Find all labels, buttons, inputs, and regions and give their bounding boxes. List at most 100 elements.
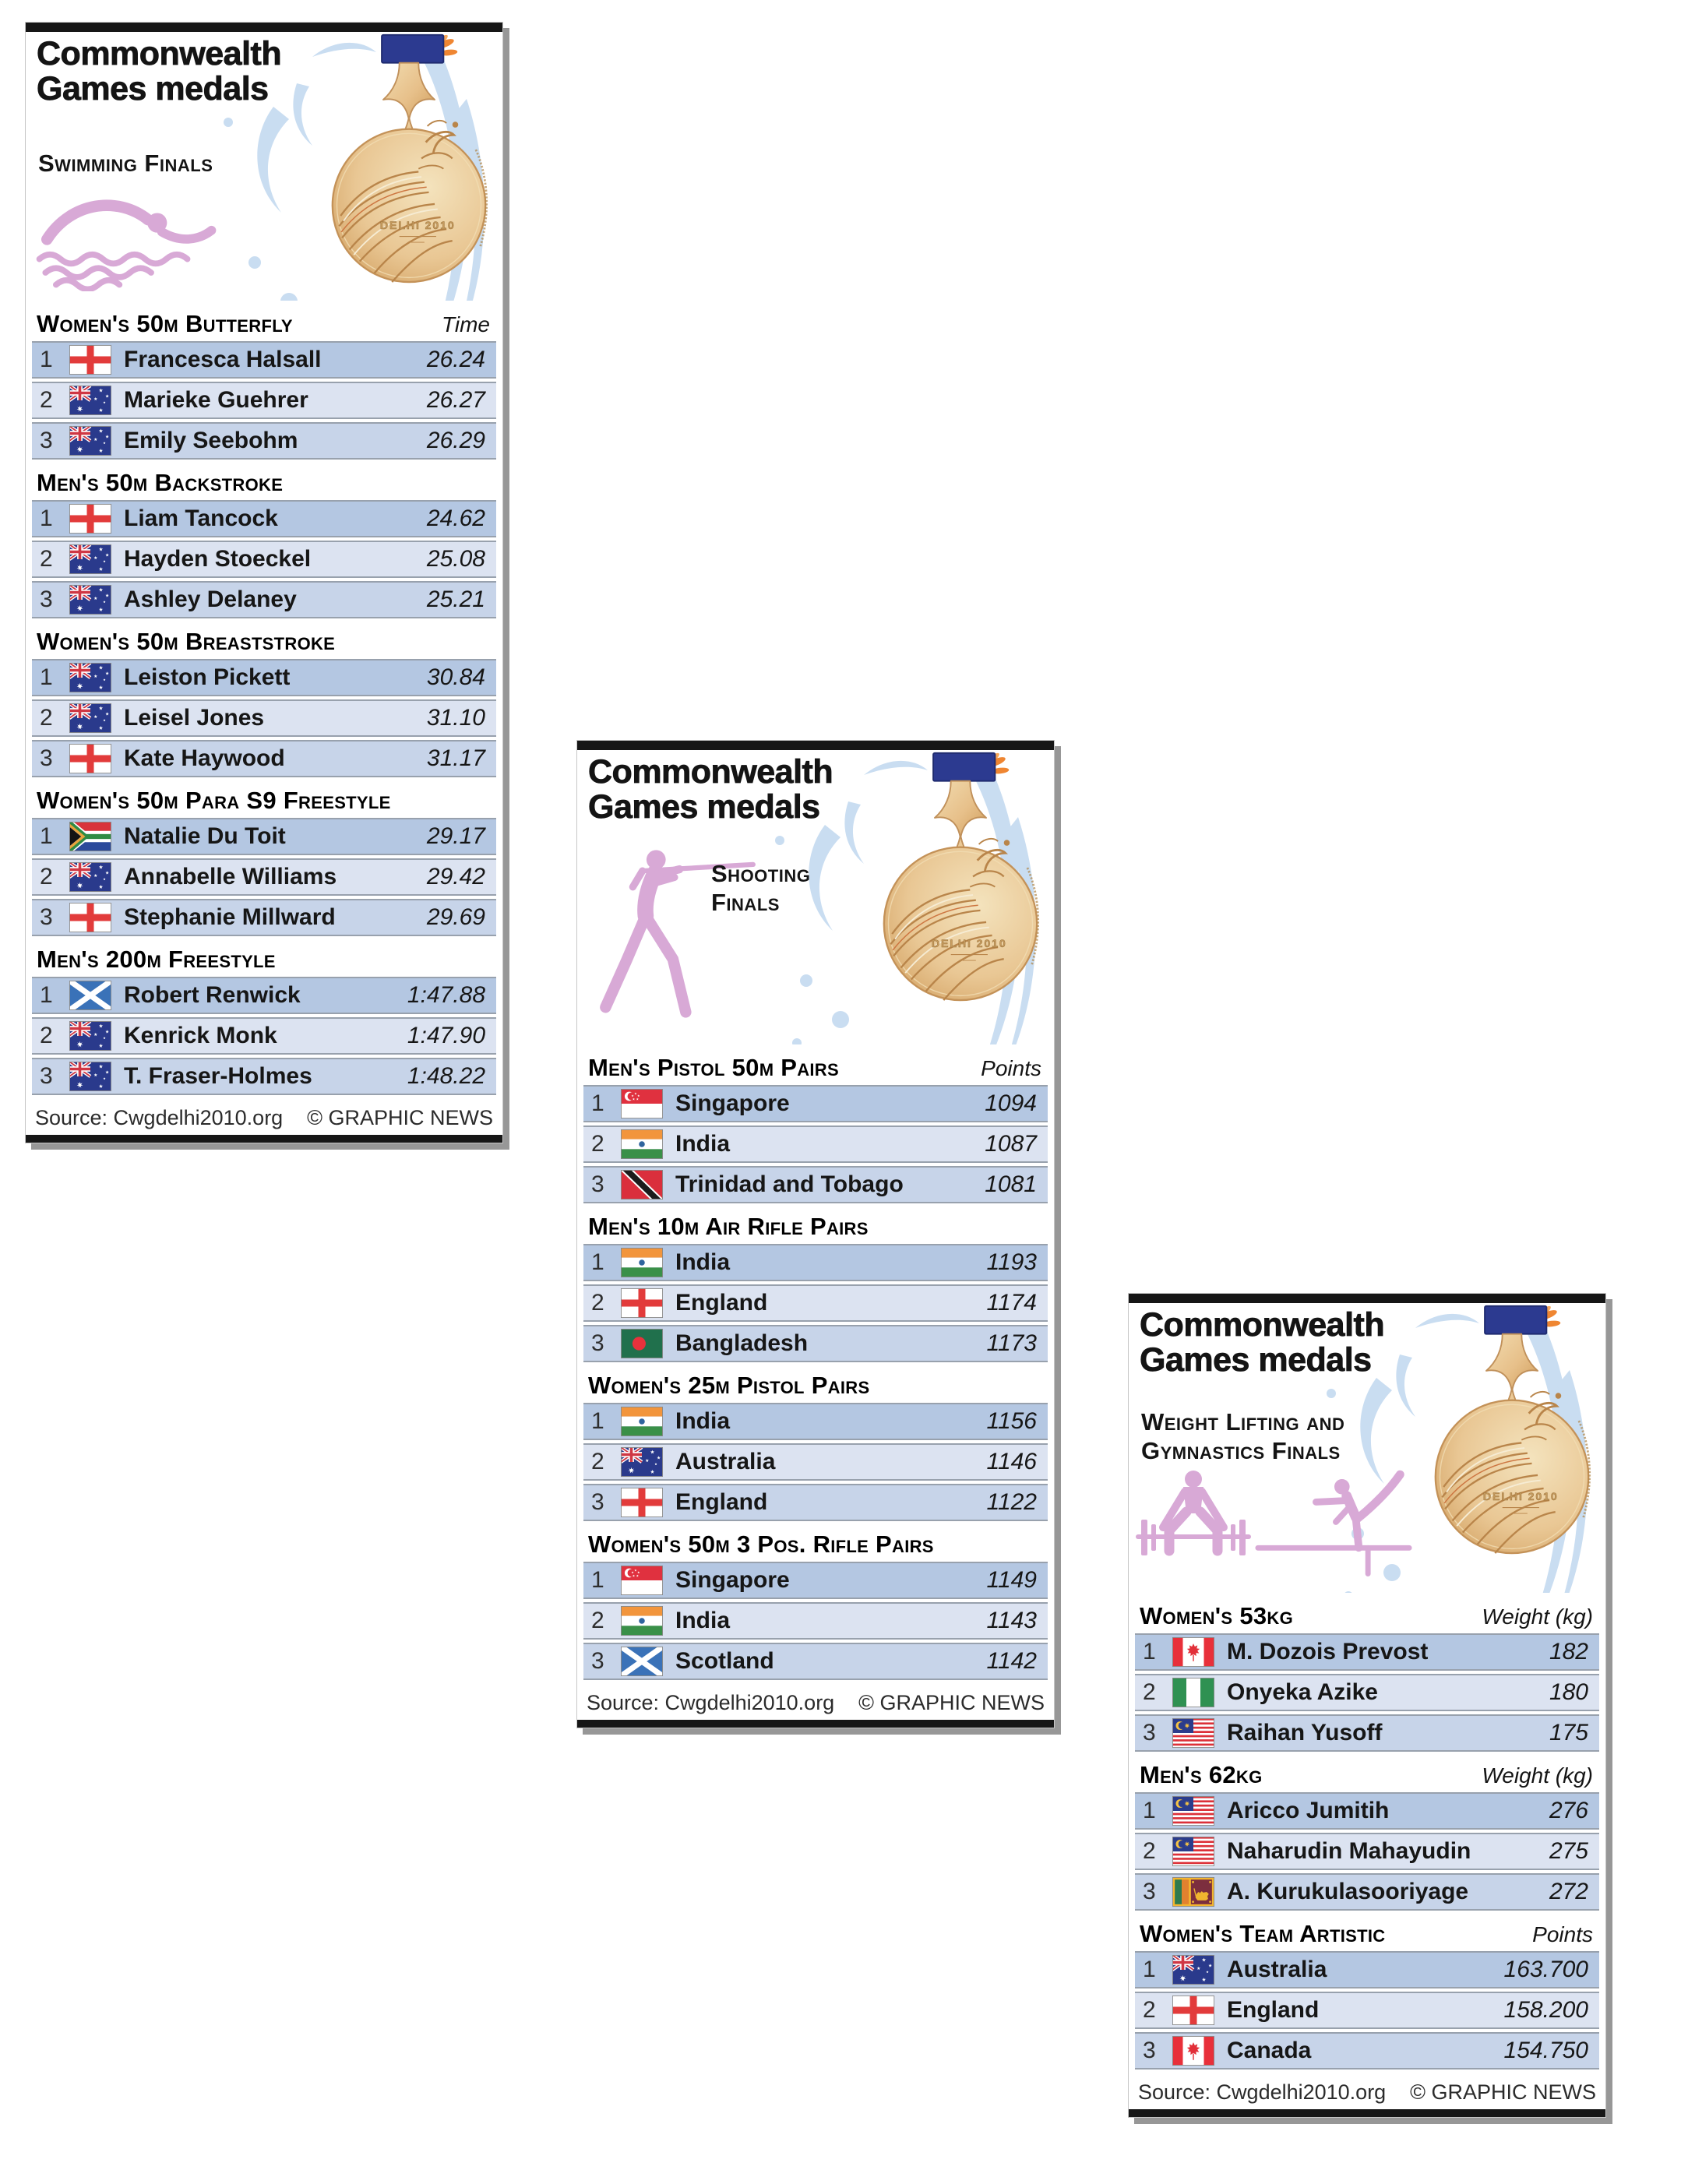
competitor-name: England (1227, 1997, 1320, 2023)
result-row: 1 India 1156 (583, 1403, 1048, 1440)
rank-number: 3 (591, 1648, 604, 1674)
competitor-name: A. Kurukulasooriyage (1227, 1879, 1469, 1904)
result-value: 30.84 (426, 664, 485, 690)
event-title: Men's 62kg (1140, 1761, 1263, 1788)
competitor-name: Australia (675, 1449, 776, 1474)
rank-number: 3 (591, 1171, 604, 1197)
result-row: 3 T. Fraser-Holmes 1:48.22 (32, 1058, 496, 1095)
competitor-name: Singapore (675, 1567, 790, 1593)
result-value: 182 (1549, 1639, 1588, 1664)
source-text: Source: Cwgdelhi2010.org (35, 1106, 284, 1129)
event-title: Men's 50m Backstroke (37, 469, 284, 496)
svg-text:DELHI 2010: DELHI 2010 (380, 220, 456, 232)
event-section: Men's 10m Air Rifle Pairs 1 India 1193 2 Engl… (577, 1213, 1054, 1362)
result-value: 1143 (986, 1608, 1037, 1633)
event-header: Men's 10m Air Rifle Pairs (577, 1213, 1054, 1244)
result-value: 180 (1549, 1679, 1588, 1705)
unit-label: Points (981, 1056, 1041, 1080)
shooter-icon (600, 850, 756, 1018)
rank-number: 3 (40, 745, 53, 771)
rank-number: 2 (40, 705, 53, 731)
gold-medal-icon: DELHI 2010 (331, 33, 488, 284)
result-value: 1156 (986, 1408, 1037, 1434)
credit-text: © GRAPHIC NEWS (858, 1691, 1045, 1714)
event-title: Women's 50m Breaststroke (37, 628, 336, 655)
result-row: 3 Ashley Delaney 25.21 (32, 581, 496, 618)
result-row: 1 India 1193 (583, 1244, 1048, 1281)
rank-number: 3 (1143, 1879, 1156, 1904)
event-header: Women's 50m Butterfly Time (26, 310, 502, 341)
result-row: 3 Bangladesh 1173 (583, 1325, 1048, 1362)
panel-weightlifting-gymnastics-finals: DELHI 2010 Commonwealth Games medals Weigh… (1128, 1293, 1606, 2118)
competitor-name: Marieke Guehrer (124, 387, 308, 413)
result-row: 3 Canada 154.750 (1135, 2032, 1599, 2070)
top-rule (577, 741, 1054, 750)
rank-number: 3 (40, 1063, 53, 1089)
flag-india-icon (621, 1407, 663, 1436)
event-header: Women's 53kg Weight (kg) (1129, 1602, 1605, 1633)
source-row: Source: Cwgdelhi2010.org © GRAPHIC NEWS (577, 1685, 1054, 1720)
swimmer-icon (36, 199, 217, 291)
competitor-name: Canada (1227, 2038, 1312, 2063)
result-row: 1 Liam Tancock 24.62 (32, 500, 496, 537)
result-value: 154.750 (1503, 2038, 1588, 2063)
event-header: Women's 50m Breaststroke (26, 628, 502, 659)
flag-england-icon (1172, 1996, 1214, 2025)
result-row: 1 Natalie Du Toit 29.17 (32, 818, 496, 855)
result-row: 2 England 1174 (583, 1284, 1048, 1322)
flag-england-icon (621, 1488, 663, 1517)
flag-south-africa-icon (69, 822, 111, 851)
gymnast-icon (1255, 1470, 1412, 1577)
result-row: 1 Leiston Pickett 30.84 (32, 659, 496, 696)
result-value: 1173 (986, 1330, 1037, 1356)
event-header: Men's 200m Freestyle (26, 946, 502, 977)
flag-singapore-icon (621, 1089, 663, 1118)
event-section: Men's 50m Backstroke 1 Liam Tancock 24.62 2 H… (26, 469, 502, 618)
unit-label: Time (442, 312, 490, 336)
competitor-name: Trinidad and Tobago (675, 1171, 904, 1197)
result-value: 163.700 (1503, 1957, 1588, 1982)
competitor-name: Hayden Stoeckel (124, 546, 312, 572)
unit-label: Weight (kg) (1482, 1763, 1593, 1788)
result-value: 272 (1549, 1879, 1588, 1904)
panel-subtitle: Shooting Finals (711, 860, 811, 917)
event-title: Men's 200m Freestyle (37, 946, 276, 973)
flag-canada-icon (1172, 2036, 1214, 2066)
bottom-rule (26, 1135, 502, 1143)
results-tables: Men's Pistol 50m Pairs Points 1 Singapore 10… (577, 1054, 1054, 1685)
competitor-name: Francesca Halsall (124, 347, 322, 372)
weightlifter-icon (1136, 1471, 1251, 1556)
flag-canada-icon (1172, 1637, 1214, 1667)
rank-number: 1 (40, 664, 53, 690)
competitor-name: Liam Tancock (124, 505, 278, 531)
competitor-name: England (675, 1489, 768, 1515)
event-title: Men's 10m Air Rifle Pairs (588, 1213, 869, 1240)
flag-malaysia-icon (1172, 1718, 1214, 1748)
gold-medal-icon: DELHI 2010 (1434, 1305, 1591, 1555)
rank-number: 1 (40, 823, 53, 849)
result-value: 175 (1549, 1720, 1588, 1745)
source-row: Source: Cwgdelhi2010.org © GRAPHIC NEWS (1129, 2074, 1605, 2109)
result-row: 1 M. Dozois Prevost 182 (1135, 1633, 1599, 1671)
competitor-name: Stephanie Millward (124, 904, 336, 930)
svg-text:DELHI 2010: DELHI 2010 (1483, 1491, 1559, 1503)
event-header: Women's Team Artistic Points (1129, 1920, 1605, 1951)
flag-malaysia-icon (1172, 1837, 1214, 1866)
result-row: 1 Francesca Halsall 26.24 (32, 341, 496, 379)
flag-india-icon (621, 1129, 663, 1159)
competitor-name: Leisel Jones (124, 705, 265, 731)
competitor-name: England (675, 1290, 768, 1316)
flag-england-icon (69, 744, 111, 773)
result-row: 2 Marieke Guehrer 26.27 (32, 382, 496, 419)
rank-number: 1 (1143, 1957, 1156, 1982)
source-text: Source: Cwgdelhi2010.org (587, 1691, 835, 1714)
rank-number: 1 (591, 1408, 604, 1434)
competitor-name: Scotland (675, 1648, 774, 1674)
result-value: 26.27 (426, 387, 485, 413)
result-row: 3 Kate Haywood 31.17 (32, 740, 496, 777)
result-value: 1142 (986, 1648, 1037, 1674)
rank-number: 2 (40, 864, 53, 889)
competitor-name: Naharudin Mahayudin (1227, 1838, 1471, 1864)
result-value: 1122 (986, 1489, 1037, 1515)
flag-england-icon (69, 345, 111, 375)
